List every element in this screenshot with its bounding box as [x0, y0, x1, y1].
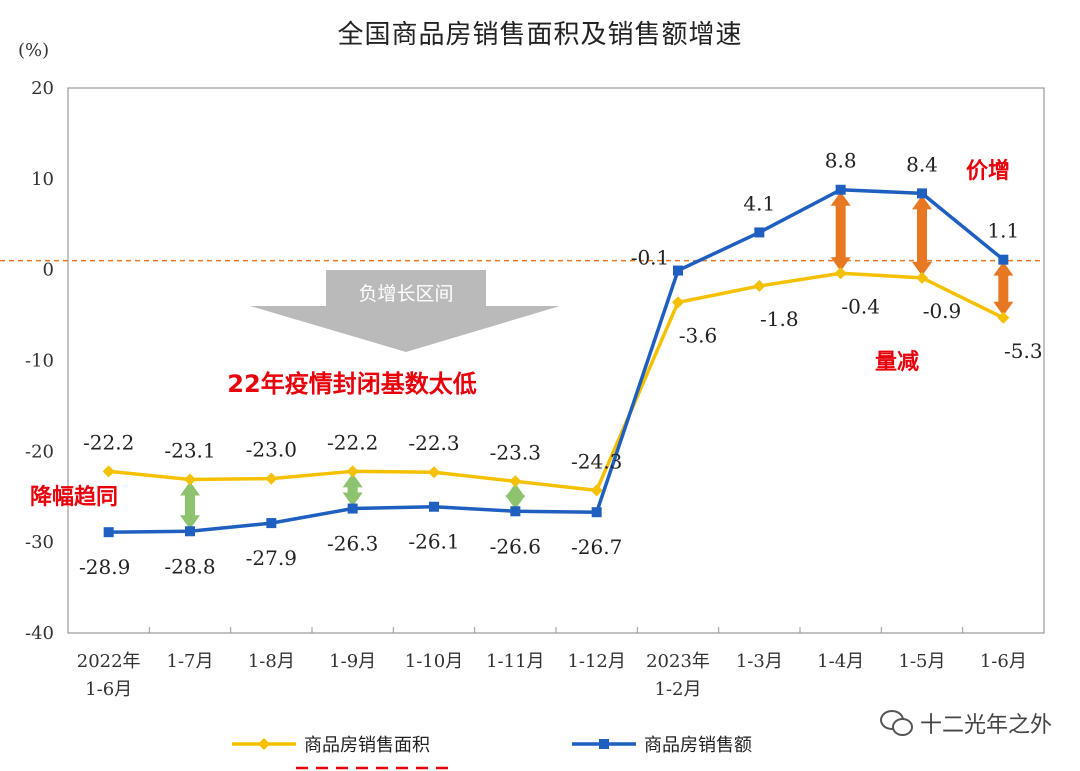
amount-point: [103, 527, 114, 538]
legend-marker-amount: [599, 739, 609, 749]
amount-data-label: -26.6: [490, 534, 541, 558]
watermark-text: 十二光年之外: [919, 713, 1052, 738]
annotation-volume-down: 量减: [875, 349, 919, 375]
area-point: [102, 465, 115, 478]
area-data-label: -5.3: [1004, 339, 1043, 363]
gap-arrow: [912, 195, 932, 276]
chart-title: 全国商品房销售面积及销售额增速: [337, 20, 743, 50]
annotation-low-base: 22年疫情封闭基数太低: [227, 370, 476, 398]
y-tick-label: 20: [31, 78, 54, 99]
amount-point: [835, 184, 846, 195]
wechat-icon: [879, 710, 913, 736]
amount-data-label: 8.4: [906, 152, 938, 176]
amount-data-label: -26.7: [571, 535, 622, 559]
gap-arrow: [505, 483, 526, 510]
amount-data-label: 4.1: [743, 191, 775, 215]
amount-point: [591, 507, 602, 518]
gap-arrow: [342, 473, 363, 507]
area-point: [509, 475, 522, 488]
area-point: [346, 465, 359, 478]
area-point: [916, 271, 928, 284]
series-line-2: [108, 187, 1005, 534]
x-tick-label: 1-8月: [248, 651, 295, 672]
amount-point: [754, 227, 765, 238]
x-tick-label: 1-7月: [167, 651, 214, 672]
x-tick-label: 1-6月: [85, 679, 132, 700]
x-tick-label: 1-2月: [655, 679, 702, 700]
y-tick-label: 0: [43, 260, 54, 281]
area-point: [997, 311, 1010, 324]
x-tick-label: 1-3月: [736, 651, 783, 672]
x-tick-label: 2023年: [646, 651, 710, 672]
x-tick-label: 1-9月: [329, 651, 376, 672]
area-point: [753, 280, 766, 293]
area-point: [672, 296, 684, 309]
area-data-label: -23.0: [246, 438, 297, 462]
amount-data-label: -28.8: [164, 554, 215, 578]
area-point: [265, 472, 278, 485]
y-tick-label: -20: [25, 441, 54, 462]
area-data-label: -24.3: [571, 449, 622, 473]
x-tick-label: 1-12月: [567, 651, 625, 672]
area-point: [184, 473, 196, 486]
area-point: [590, 484, 603, 497]
amount-data-label: 1.1: [987, 219, 1019, 243]
y-tick-label: 10: [31, 169, 54, 190]
gap-arrow: [993, 261, 1014, 316]
area-data-label: -23.3: [490, 440, 541, 464]
amount-data-label: -26.1: [408, 530, 459, 554]
area-data-label: -3.6: [679, 323, 718, 347]
legend-marker-area: [258, 738, 270, 750]
area-data-label: -23.1: [164, 438, 215, 462]
gap-arrow: [830, 191, 851, 272]
annotation-converge: 降幅趋同: [30, 485, 118, 510]
amount-data-label: -26.3: [327, 532, 378, 556]
y-axis-unit: (%): [18, 40, 50, 61]
amount-point: [917, 188, 927, 199]
amount-data-label: 8.8: [825, 149, 857, 173]
y-tick-label: -10: [25, 351, 54, 372]
amount-point: [429, 501, 439, 512]
area-data-label: -1.8: [760, 307, 799, 331]
amount-point: [673, 265, 683, 276]
watermark: 十二光年之外: [879, 707, 1052, 739]
negative-zone-arrow: [250, 270, 560, 352]
x-tick-label: 1-5月: [899, 651, 946, 672]
amount-data-label: -27.9: [246, 546, 297, 570]
area-data-label: -22.3: [408, 431, 459, 455]
amount-point: [510, 506, 521, 517]
legend-label-area: 商品房销售面积: [304, 735, 430, 756]
amount-data-label: -0.1: [631, 246, 670, 270]
y-tick-label: -30: [25, 532, 54, 553]
x-tick-label: 1-11月: [486, 651, 544, 672]
area-point: [428, 466, 440, 479]
y-tick-label: -40: [25, 623, 54, 644]
amount-point: [998, 254, 1009, 265]
amount-point: [185, 526, 195, 537]
x-tick-label: 2022年: [77, 651, 141, 672]
negative-zone-label: 负增长区间: [358, 283, 453, 305]
amount-point: [347, 503, 358, 514]
legend-label-amount: 商品房销售额: [644, 735, 752, 756]
area-data-label: -0.9: [923, 299, 962, 323]
series-line-1: [108, 271, 1005, 493]
x-tick-label: 1-10月: [405, 651, 463, 672]
gap-arrow: [180, 481, 200, 530]
area-point: [834, 267, 847, 280]
annotation-price-up: 价增: [966, 158, 1010, 184]
x-tick-label: 1-6月: [980, 651, 1027, 672]
amount-data-label: -28.9: [79, 555, 130, 579]
amount-point: [266, 518, 277, 529]
area-data-label: -0.4: [841, 294, 880, 318]
x-tick-label: 1-4月: [817, 651, 864, 672]
area-data-label: -22.2: [327, 430, 378, 454]
area-data-label: -22.2: [83, 430, 134, 454]
